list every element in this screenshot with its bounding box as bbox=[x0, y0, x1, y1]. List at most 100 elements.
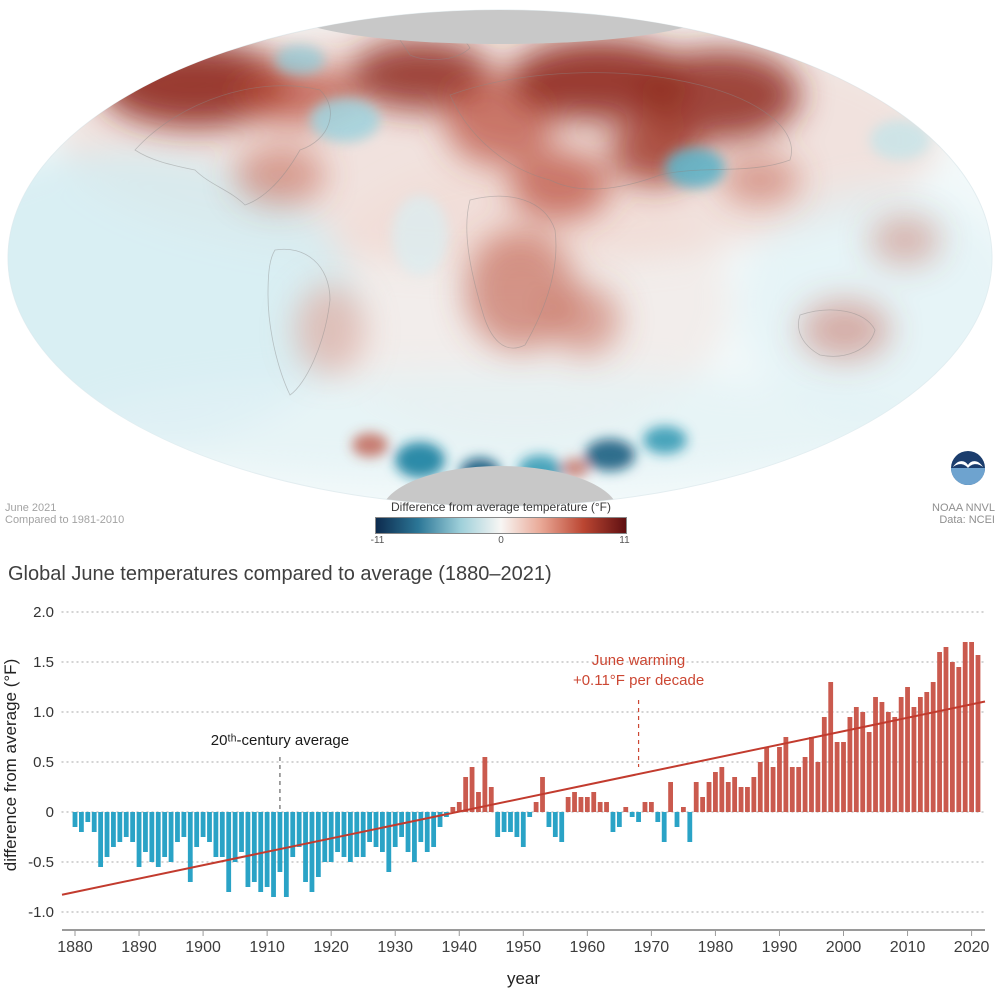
bar-1960 bbox=[584, 797, 590, 812]
y-axis-title: difference from average (°F) bbox=[1, 659, 20, 871]
bar-1934 bbox=[418, 812, 424, 842]
bar-1937 bbox=[437, 812, 443, 827]
bar-1892 bbox=[149, 812, 155, 862]
bar-2005 bbox=[873, 697, 878, 812]
bar-1929 bbox=[386, 812, 392, 872]
bar-2003 bbox=[860, 712, 866, 812]
y-tick-label: -0.5 bbox=[28, 854, 54, 871]
bar-1923 bbox=[347, 812, 353, 862]
bar-1990 bbox=[777, 747, 782, 812]
bar-1914 bbox=[290, 812, 296, 857]
bar-1881 bbox=[79, 812, 84, 832]
bar-1993 bbox=[796, 767, 802, 812]
bar-1905 bbox=[232, 812, 238, 862]
bar-1888 bbox=[123, 812, 129, 837]
bar-1898 bbox=[187, 812, 193, 882]
bar-1999 bbox=[834, 742, 840, 812]
bar-2016 bbox=[943, 647, 949, 812]
bar-1975 bbox=[681, 807, 686, 812]
colorbar-tick-min: -11 bbox=[370, 535, 385, 546]
bar-1882 bbox=[85, 812, 91, 822]
bar-1996 bbox=[815, 762, 821, 812]
x-tick-label: 1930 bbox=[377, 939, 413, 956]
bar-1966 bbox=[623, 807, 629, 812]
bar-1916 bbox=[303, 812, 308, 882]
bar-1896 bbox=[175, 812, 180, 842]
bar-1986 bbox=[751, 777, 757, 812]
anomaly-field bbox=[8, 10, 992, 506]
bar-2021 bbox=[975, 655, 981, 812]
bar-1994 bbox=[802, 757, 808, 812]
bar-1983 bbox=[732, 777, 738, 812]
bar-1992 bbox=[789, 767, 795, 812]
bar-2014 bbox=[930, 682, 936, 812]
bar-1919 bbox=[322, 812, 328, 862]
bar-2015 bbox=[937, 652, 942, 812]
bar-1883 bbox=[91, 812, 97, 832]
colorbar-label: Difference from average temperature (°F) bbox=[391, 500, 611, 514]
bar-1946 bbox=[495, 812, 501, 837]
y-tick-label: 1.0 bbox=[33, 704, 54, 721]
bar-2009 bbox=[898, 697, 904, 812]
bar-1899 bbox=[194, 812, 200, 847]
bar-1920 bbox=[328, 812, 334, 862]
bar-1995 bbox=[809, 737, 814, 812]
bar-1965 bbox=[616, 812, 622, 827]
bar-2019 bbox=[962, 642, 968, 812]
bar-1989 bbox=[770, 767, 776, 812]
bar-1980 bbox=[713, 772, 718, 812]
bar-1887 bbox=[117, 812, 123, 842]
bar-1926 bbox=[367, 812, 372, 842]
bar-1909 bbox=[258, 812, 264, 892]
bar-1932 bbox=[405, 812, 411, 852]
x-tick-label: 1890 bbox=[121, 939, 157, 956]
bar-2007 bbox=[885, 712, 891, 812]
bar-1982 bbox=[725, 782, 731, 812]
bar-1952 bbox=[533, 802, 539, 812]
map-area: June 2021 Compared to 1981-2010 Differen… bbox=[5, 9, 995, 546]
bar-1922 bbox=[341, 812, 347, 857]
bar-1890 bbox=[136, 812, 142, 867]
bar-1900 bbox=[200, 812, 206, 837]
bar-2020 bbox=[969, 642, 974, 812]
trend-annotation-line2: +0.11°F per decade bbox=[573, 672, 704, 689]
bar-1945 bbox=[488, 787, 494, 812]
y-tick-label: 0.5 bbox=[33, 754, 54, 771]
bar-1948 bbox=[508, 812, 513, 832]
noaa-logo-icon bbox=[951, 451, 985, 485]
colorbar-tick-zero: 0 bbox=[498, 535, 504, 546]
bar-1959 bbox=[578, 797, 584, 812]
bar-1915 bbox=[296, 812, 302, 847]
bar-1968 bbox=[636, 812, 641, 822]
bar-1894 bbox=[162, 812, 168, 857]
north-polar-cap bbox=[290, 10, 710, 44]
bar-1941 bbox=[463, 777, 469, 812]
colorbar-gradient bbox=[375, 517, 627, 534]
x-tick-label: 1950 bbox=[506, 939, 542, 956]
bar-1901 bbox=[207, 812, 212, 842]
bar-2010 bbox=[905, 687, 910, 812]
bar-2000 bbox=[841, 742, 846, 812]
bar-1886 bbox=[111, 812, 116, 847]
bar-1943 bbox=[476, 792, 481, 812]
bar-1930 bbox=[392, 812, 398, 847]
x-tick-label: 1960 bbox=[570, 939, 606, 956]
bar-1928 bbox=[380, 812, 385, 852]
bar-1972 bbox=[661, 812, 667, 842]
x-tick-label: 2020 bbox=[954, 939, 990, 956]
x-tick-label: 1990 bbox=[762, 939, 798, 956]
x-tick-label: 1920 bbox=[313, 939, 349, 956]
bar-1950 bbox=[520, 812, 526, 847]
bar-1906 bbox=[239, 812, 244, 852]
noaa-credit: NOAA NNVL Data: NCEI bbox=[932, 502, 995, 526]
bar-2011 bbox=[911, 707, 917, 812]
june-anomaly-bar-chart: 2.0 1.5 1.0 0.5 0 -0.5 -1.0 1880 1890 1900 1910 192… bbox=[1, 604, 990, 988]
bar-1933 bbox=[412, 812, 417, 862]
bar-1991 bbox=[783, 737, 789, 812]
bar-1913 bbox=[283, 812, 289, 897]
bar-1984 bbox=[738, 787, 744, 812]
bar-1939 bbox=[450, 807, 456, 812]
bar-2008 bbox=[892, 717, 898, 812]
bar-1918 bbox=[315, 812, 321, 877]
